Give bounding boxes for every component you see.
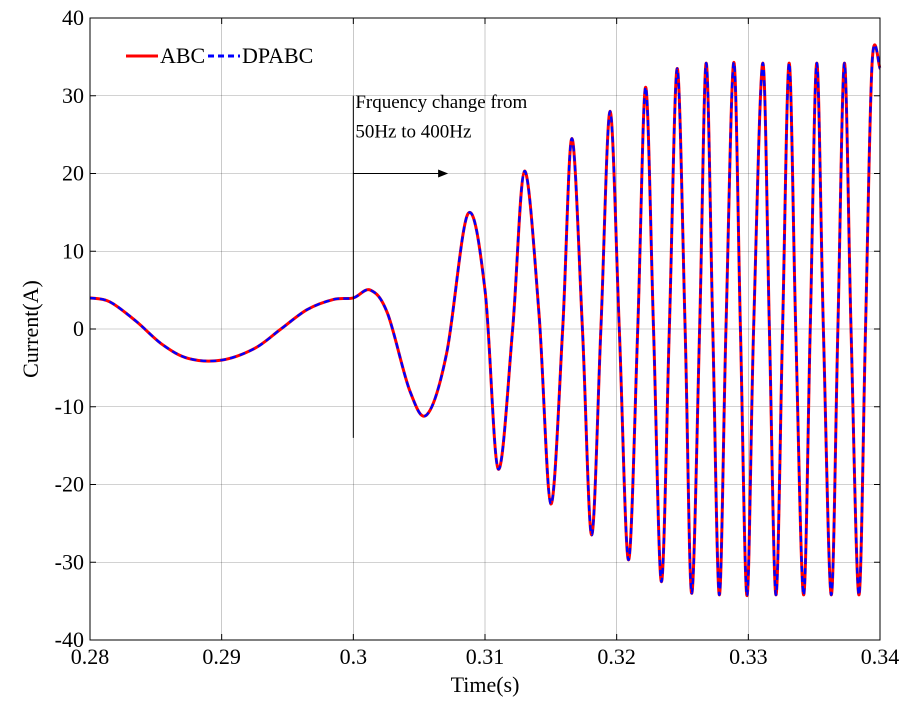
- x-axis-title: Time(s): [451, 672, 520, 697]
- annotation-line-1: Frquency change from: [355, 92, 527, 113]
- y-tick-label: -30: [55, 549, 84, 574]
- series-line-dpabc: [89, 43, 882, 597]
- y-tick-label: 0: [73, 316, 84, 341]
- annotation-layer: Frquency change from 50Hz to 400Hz: [352, 92, 528, 438]
- annotation-line-2: 50Hz to 400Hz: [355, 122, 471, 143]
- x-tick-label: 0.28: [71, 644, 110, 669]
- x-tick-label: 0.29: [202, 644, 241, 669]
- x-tick-label: 0.3: [340, 644, 368, 669]
- y-tick-label: 40: [62, 5, 84, 30]
- y-tick-label: -10: [55, 394, 84, 419]
- y-tick-label: -20: [55, 472, 84, 497]
- legend-label-dpabc: DPABC: [242, 43, 313, 68]
- y-tick-label: -40: [55, 627, 84, 652]
- legend: ABC DPABC: [126, 43, 313, 68]
- frequency-change-arrowhead: [438, 169, 449, 178]
- x-tick-label: 0.32: [597, 644, 636, 669]
- y-tick-label: 10: [62, 238, 84, 263]
- x-tick-label: 0.34: [861, 644, 900, 669]
- legend-label-abc: ABC: [160, 43, 205, 68]
- y-tick-label: 30: [62, 83, 84, 108]
- x-tick-label: 0.31: [466, 644, 505, 669]
- series-layer: [89, 43, 882, 598]
- y-axis-title: Current(A): [18, 280, 43, 378]
- ticks: 0.28 0.29 0.3 0.31 0.32 0.33 0.34 -40 -30 -20 -10 0…: [55, 5, 900, 669]
- grid: [90, 18, 880, 640]
- y-tick-label: 20: [62, 161, 84, 186]
- x-tick-label: 0.33: [729, 644, 768, 669]
